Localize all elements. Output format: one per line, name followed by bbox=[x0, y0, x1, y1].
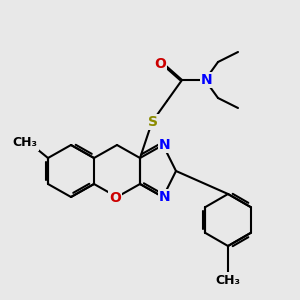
Text: O: O bbox=[109, 191, 121, 205]
Text: N: N bbox=[201, 73, 213, 87]
Text: O: O bbox=[154, 57, 166, 71]
Text: S: S bbox=[148, 115, 158, 129]
Text: CH₃: CH₃ bbox=[215, 274, 241, 286]
Text: CH₃: CH₃ bbox=[13, 136, 38, 149]
Text: N: N bbox=[159, 138, 171, 152]
Text: N: N bbox=[159, 190, 171, 204]
